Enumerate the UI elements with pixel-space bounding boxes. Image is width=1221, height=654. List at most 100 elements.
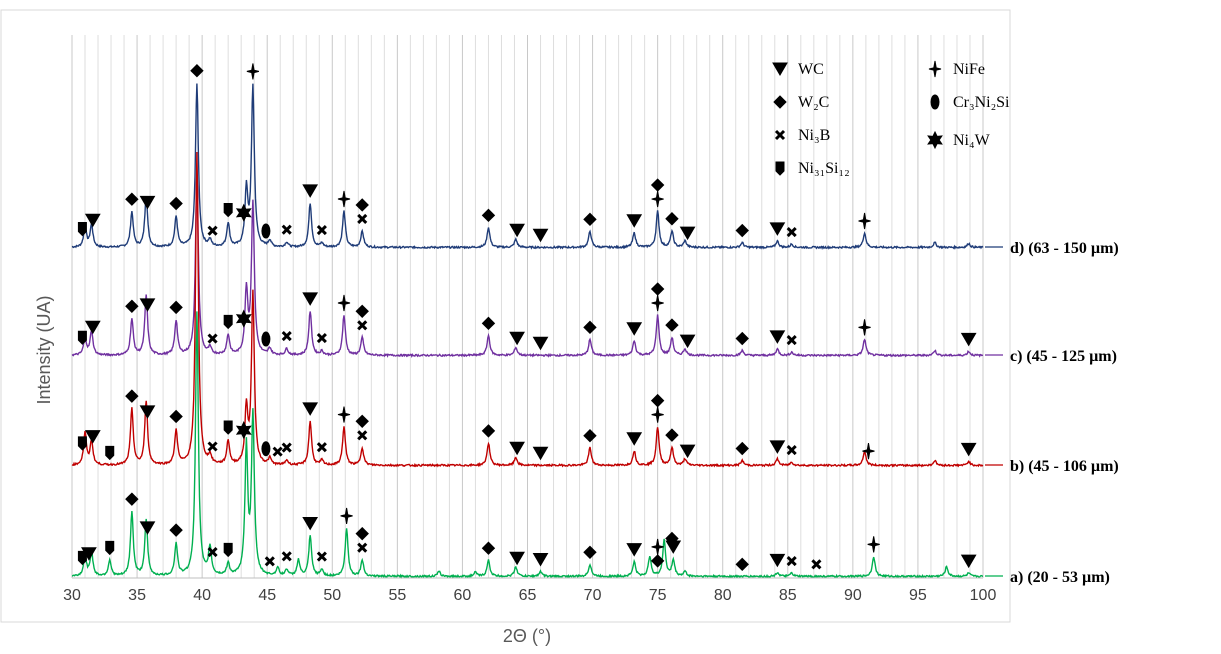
x-tick-label: 60 (454, 587, 472, 604)
series-line-b (71, 151, 984, 468)
marker-wc (509, 331, 525, 346)
series-line-d (71, 83, 984, 250)
marker-ni3b (357, 542, 368, 553)
marker-w2c (665, 531, 679, 546)
marker-ni3b (316, 332, 327, 344)
marker-wc (302, 516, 319, 531)
x-tick-label: 80 (714, 587, 732, 604)
marker-wc (960, 332, 977, 347)
x-tick-label: 75 (649, 587, 667, 604)
marker-wc (139, 298, 156, 312)
marker-ni3b (207, 333, 218, 344)
marker-wc (84, 430, 101, 444)
x-tick-labels: 30 35 40 45 50 55 60 65 70 75 80 85 90 95 100 (63, 587, 996, 604)
legend-label-nife: NiFe (953, 61, 985, 78)
marker-wc (302, 292, 319, 306)
marker-ni3b (811, 559, 822, 570)
marker-w2c (650, 554, 665, 568)
marker-ni31si12 (223, 542, 233, 558)
marker-ni3b (316, 442, 327, 453)
marker-wc (960, 442, 977, 457)
marker-cr3ni2si (261, 223, 271, 239)
x-tick-label: 40 (193, 587, 211, 604)
marker-ni31si12 (223, 420, 233, 435)
marker-ni4w (235, 203, 252, 222)
marker-ni3b (207, 225, 218, 236)
marker-nife (246, 63, 260, 80)
marker-w2c (773, 95, 787, 109)
marker-ni4w (235, 421, 252, 440)
series-lines (71, 83, 984, 580)
marker-w2c (650, 393, 665, 408)
marker-wc (532, 336, 549, 351)
marker-w2c (735, 441, 749, 456)
marker-ni3b (281, 442, 292, 453)
series-labels: d) (63 - 150 µm) c) (45 - 125 µm) b) (45 -… (985, 240, 1119, 586)
marker-ni31si12 (105, 445, 115, 461)
marker-ni31si12 (77, 436, 87, 451)
marker-wc (769, 440, 786, 454)
marker-ni3b (281, 551, 292, 562)
marker-w2c (125, 389, 139, 403)
marker-w2c (583, 320, 597, 335)
marker-ni3b (774, 129, 786, 141)
marker-wc (679, 444, 696, 459)
x-tick-label: 35 (128, 587, 146, 604)
marker-w2c (169, 300, 183, 315)
series-line-c (71, 169, 984, 358)
series-label-d: d) (63 - 150 µm) (1010, 240, 1119, 257)
marker-w2c (481, 541, 496, 555)
legend-label-ni31si12: Ni₃₁Si₁₂ (798, 160, 850, 177)
marker-ni3b (357, 430, 368, 441)
marker-w2c (169, 523, 183, 537)
marker-wc (532, 228, 549, 243)
marker-wc (679, 334, 696, 349)
series-label-b: b) (45 - 106 µm) (1010, 458, 1119, 475)
marker-nife (340, 507, 353, 525)
marker-ni31si12 (775, 161, 785, 176)
marker-nife (337, 406, 351, 423)
series-label-c: c) (45 - 125 µm) (1010, 348, 1117, 365)
marker-nife (651, 190, 664, 208)
marker-ni4w (927, 130, 943, 150)
x-tick-label: 100 (970, 587, 997, 604)
marker-wc (772, 62, 788, 76)
marker-nife (337, 190, 351, 208)
marker-w2c (665, 428, 679, 442)
marker-nife (651, 538, 664, 556)
marker-wc (139, 521, 156, 535)
marker-nife (928, 60, 942, 78)
series-line-a (71, 311, 983, 580)
marker-w2c (355, 304, 369, 319)
marker-ni31si12 (105, 540, 115, 556)
marker-wc (509, 441, 525, 456)
series-label-a: a) (20 - 53 µm) (1010, 569, 1110, 586)
marker-ni3b (207, 441, 218, 452)
marker-w2c (125, 192, 139, 206)
marker-wc (139, 195, 156, 210)
marker-wc (626, 543, 643, 557)
marker-w2c (583, 212, 597, 227)
x-axis-title: 2Θ (°) (503, 626, 551, 646)
marker-ni3b (357, 213, 368, 225)
marker-w2c (735, 331, 749, 346)
marker-nife (651, 294, 664, 312)
marker-nife (858, 319, 871, 336)
grid-lines (71, 35, 984, 578)
marker-w2c (481, 316, 496, 331)
marker-w2c (125, 299, 139, 313)
marker-ni31si12 (223, 203, 233, 218)
marker-nife (867, 536, 880, 553)
marker-ni3b (281, 224, 292, 235)
marker-w2c (169, 409, 183, 424)
legend: WC W₂C Ni₃B Ni₃₁Si₁₂ NiFe Cr₃Ni₂Si Ni₄W (772, 60, 1010, 177)
marker-wc (769, 553, 786, 568)
marker-wc (626, 432, 643, 446)
marker-wc (769, 222, 786, 236)
marker-nife (337, 294, 351, 312)
marker-w2c (650, 282, 665, 296)
marker-ni3b (316, 225, 327, 236)
marker-w2c (355, 526, 369, 541)
marker-ni3b (264, 556, 275, 567)
